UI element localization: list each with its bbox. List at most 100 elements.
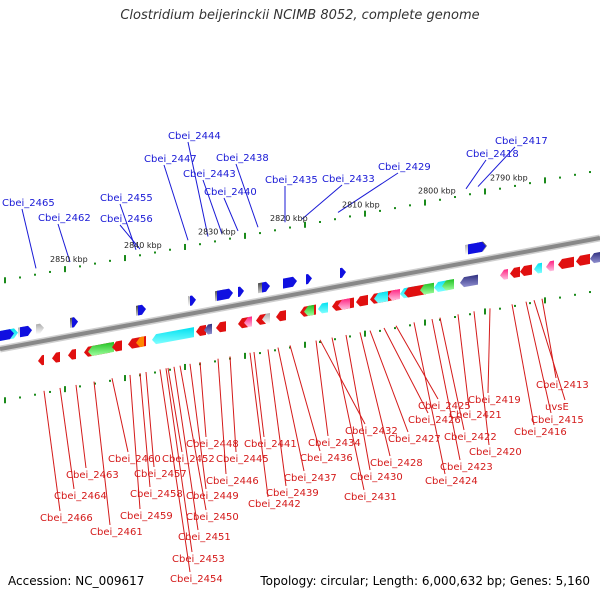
leader-line-bottom bbox=[525, 301, 552, 414]
tick-mark-inner bbox=[49, 390, 51, 393]
reverse-gene bbox=[256, 313, 266, 325]
tick-mark-inner bbox=[544, 297, 546, 304]
tick-mark-inner bbox=[244, 352, 246, 359]
leader-line-bottom bbox=[145, 371, 155, 468]
tick-mark-outer bbox=[394, 207, 396, 210]
reverse-gene bbox=[388, 289, 400, 301]
gene-label-bottom: Cbei_2439 bbox=[266, 488, 319, 499]
leader-line-bottom bbox=[167, 367, 183, 453]
reverse-gene bbox=[442, 279, 454, 291]
forward-gene bbox=[190, 295, 196, 306]
reverse-gene bbox=[338, 298, 350, 310]
reverse-gene bbox=[52, 351, 60, 363]
accession-text: Accession: NC_009617 bbox=[8, 574, 145, 588]
tick-mark-outer bbox=[79, 265, 81, 268]
tick-mark-inner bbox=[484, 308, 486, 315]
tick-mark-outer bbox=[4, 277, 6, 284]
gene-label-bottom: Cbei_2420 bbox=[469, 447, 522, 458]
backbone-layer bbox=[0, 234, 600, 353]
gene-label-top: Cbei_2456 bbox=[100, 214, 153, 225]
tick-mark-inner bbox=[379, 329, 381, 332]
tick-mark-outer bbox=[349, 215, 351, 218]
tick-mark-inner bbox=[469, 313, 471, 316]
tick-mark-outer bbox=[379, 209, 381, 212]
leader-line-bottom bbox=[139, 373, 151, 488]
leader-line-top bbox=[187, 141, 209, 237]
gene-label-top: Cbei_2455 bbox=[100, 193, 153, 204]
tick-mark-inner bbox=[184, 363, 186, 370]
gene-label-bottom: Cbei_2449 bbox=[186, 491, 239, 502]
kbp-label: 2790 kbp bbox=[490, 173, 528, 182]
gene-label-bottom: Cbei_2422 bbox=[444, 432, 497, 443]
reverse-gene bbox=[112, 340, 122, 352]
leader-line-bottom bbox=[43, 390, 61, 512]
leader-line-bottom bbox=[277, 347, 305, 472]
leader-line-bottom bbox=[457, 314, 470, 409]
leader-line-bottom bbox=[165, 368, 193, 553]
gene-label-bottom: Cbei_2450 bbox=[186, 512, 239, 523]
gene-layer bbox=[0, 241, 600, 366]
leader-line-bottom bbox=[189, 363, 207, 490]
leader-line-bottom bbox=[199, 361, 207, 438]
tick-mark-outer bbox=[529, 182, 531, 185]
leader-line-bottom bbox=[439, 317, 465, 431]
tick-mark-outer bbox=[334, 218, 336, 221]
gene-label-bottom: Cbei_2459 bbox=[120, 511, 173, 522]
forward-gene bbox=[262, 281, 270, 293]
tick-mark-outer bbox=[94, 262, 96, 265]
gene-label-bottom: uvsE bbox=[545, 402, 569, 413]
gene-label-bottom: Cbei_2445 bbox=[216, 454, 269, 465]
gene-label-top: Cbei_2417 bbox=[495, 136, 548, 147]
forward-gene bbox=[340, 267, 346, 279]
tick-mark-inner bbox=[394, 327, 396, 330]
tick-mark-outer bbox=[244, 232, 246, 239]
gene-label-bottom: Cbei_2436 bbox=[300, 453, 353, 464]
forward-gene bbox=[306, 274, 312, 285]
tick-mark-inner bbox=[154, 371, 156, 374]
tick-mark-outer bbox=[439, 198, 441, 201]
tick-mark-inner bbox=[19, 396, 21, 399]
tick-mark-outer bbox=[559, 176, 561, 179]
gene-label-bottom: Cbei_2437 bbox=[284, 473, 337, 484]
tick-mark-outer bbox=[154, 251, 156, 254]
tick-mark-outer bbox=[64, 266, 66, 273]
tick-mark-outer bbox=[424, 199, 426, 206]
reverse-gene bbox=[520, 264, 532, 277]
tick-mark-inner bbox=[109, 379, 111, 382]
leader-line-bottom bbox=[487, 308, 491, 394]
gene-label-bottom: Cbei_2464 bbox=[54, 491, 107, 502]
genome-title: Clostridium beijerinckii NCIMB 8052, com… bbox=[120, 8, 480, 23]
leader-line-bottom bbox=[359, 332, 391, 457]
leader-line-bottom bbox=[473, 311, 490, 446]
tick-mark-outer bbox=[574, 173, 576, 176]
leader-line-top bbox=[465, 159, 487, 190]
tick-mark-inner bbox=[514, 304, 516, 307]
gene-label-top: Cbei_2465 bbox=[2, 198, 55, 209]
reverse-gene bbox=[38, 354, 44, 366]
leader-line-bottom bbox=[253, 351, 265, 438]
forward-gene bbox=[217, 288, 233, 301]
tick-mark-inner bbox=[409, 324, 411, 327]
tick-mark-inner bbox=[589, 291, 591, 294]
leader-line-bottom bbox=[249, 352, 269, 498]
reverse-gene bbox=[534, 262, 542, 274]
forward-gene bbox=[468, 241, 486, 255]
tick-mark-inner bbox=[364, 330, 366, 337]
tick-mark-inner bbox=[319, 340, 321, 343]
tick-mark-outer bbox=[544, 177, 546, 184]
tick-mark-outer bbox=[139, 254, 141, 257]
leader-line-top bbox=[202, 179, 223, 235]
leader-line-bottom bbox=[395, 325, 439, 400]
gene-label-top: Cbei_2440 bbox=[204, 187, 257, 198]
leader-line-bottom bbox=[511, 304, 535, 426]
tick-mark-inner bbox=[529, 302, 531, 305]
tick-mark-outer bbox=[19, 276, 21, 279]
tick-mark-outer bbox=[49, 270, 51, 273]
forward-gene bbox=[36, 323, 44, 335]
tick-mark-inner bbox=[259, 352, 261, 355]
leader-line-bottom bbox=[75, 384, 87, 469]
tick-mark-outer bbox=[289, 226, 291, 229]
gene-label-top: Cbei_2438 bbox=[216, 153, 269, 164]
tick-mark-outer bbox=[499, 187, 501, 190]
